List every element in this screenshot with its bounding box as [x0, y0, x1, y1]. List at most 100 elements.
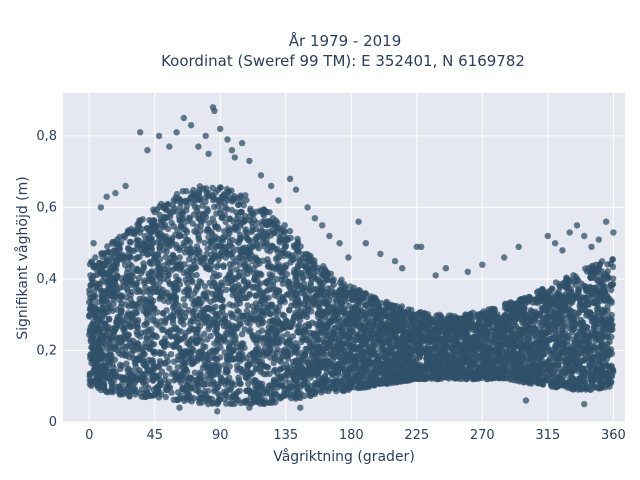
chart-title-line1: År 1979 - 2019	[289, 31, 402, 50]
data-point	[274, 249, 282, 256]
data-point	[98, 297, 106, 305]
data-point	[168, 389, 175, 396]
data-point	[110, 364, 117, 371]
data-point	[117, 303, 125, 310]
data-point	[228, 394, 236, 401]
data-point	[191, 369, 199, 376]
data-point	[141, 277, 148, 284]
data-point	[253, 240, 260, 247]
data-point	[308, 302, 316, 309]
data-point	[212, 223, 219, 230]
data-point	[107, 305, 115, 312]
data-point	[237, 193, 245, 201]
data-point	[235, 351, 243, 358]
data-point	[162, 253, 169, 261]
data-point	[424, 353, 431, 360]
data-point	[204, 245, 211, 252]
data-point	[193, 271, 200, 279]
data-point	[368, 302, 375, 309]
data-point	[182, 309, 190, 317]
data-point	[167, 351, 175, 358]
data-point	[181, 302, 188, 309]
data-point	[258, 327, 266, 334]
data-point	[156, 274, 163, 282]
data-point	[196, 237, 203, 244]
data-point	[252, 292, 260, 299]
data-point	[246, 290, 253, 298]
data-point	[205, 219, 213, 227]
data-point	[281, 244, 289, 251]
data-point	[127, 239, 135, 246]
data-point	[286, 323, 293, 330]
data-point	[224, 379, 231, 386]
data-point	[201, 290, 208, 297]
data-point	[117, 365, 124, 372]
data-point	[215, 261, 222, 269]
data-point	[119, 255, 127, 262]
data-point	[189, 220, 196, 227]
data-point	[186, 215, 193, 222]
data-point	[260, 340, 267, 347]
data-point	[233, 301, 240, 309]
data-point	[122, 352, 129, 359]
data-point	[341, 281, 348, 288]
data-point	[416, 354, 423, 361]
data-point	[179, 188, 186, 195]
data-point	[234, 227, 241, 234]
data-point	[123, 360, 130, 367]
data-point	[168, 219, 175, 226]
data-point	[235, 201, 243, 208]
data-point	[167, 254, 174, 261]
data-point	[237, 254, 244, 262]
data-point	[166, 365, 173, 372]
data-point	[230, 192, 238, 200]
data-point	[607, 281, 614, 288]
data-point	[204, 226, 212, 233]
data-point	[552, 329, 559, 336]
data-point	[283, 371, 290, 378]
points-layer	[86, 104, 617, 415]
data-point	[226, 386, 234, 393]
data-point	[284, 331, 291, 338]
data-point	[124, 366, 131, 374]
data-point	[281, 346, 288, 353]
data-point	[182, 276, 189, 284]
data-point	[598, 258, 606, 265]
data-point	[582, 265, 589, 272]
data-point	[103, 259, 110, 266]
data-point	[576, 341, 583, 348]
data-point	[174, 364, 181, 371]
data-point	[383, 298, 390, 306]
data-point	[171, 205, 178, 212]
data-point	[104, 243, 111, 250]
data-point	[186, 337, 194, 344]
data-point	[116, 233, 123, 241]
data-point	[243, 196, 250, 204]
data-point	[140, 379, 147, 387]
data-point	[321, 266, 328, 273]
data-point	[564, 338, 571, 345]
data-point	[323, 298, 330, 305]
data-point	[210, 378, 217, 385]
data-point	[211, 340, 218, 347]
data-point	[258, 271, 265, 279]
data-point	[164, 358, 172, 365]
data-point	[269, 265, 276, 272]
data-point	[181, 261, 188, 268]
data-point	[577, 300, 585, 308]
chart-title-line2: Koordinat (Sweref 99 TM): E 352401, N 61…	[161, 52, 525, 70]
data-point	[193, 229, 200, 236]
data-point	[133, 309, 140, 317]
data-point	[171, 369, 178, 376]
data-point	[298, 338, 305, 346]
data-point	[180, 296, 187, 303]
data-point	[563, 362, 570, 369]
data-point	[124, 245, 132, 252]
data-point	[126, 261, 133, 268]
data-point	[191, 261, 198, 268]
data-point	[245, 380, 252, 387]
data-point	[279, 364, 287, 371]
data-point	[226, 301, 233, 308]
data-point	[207, 332, 214, 340]
